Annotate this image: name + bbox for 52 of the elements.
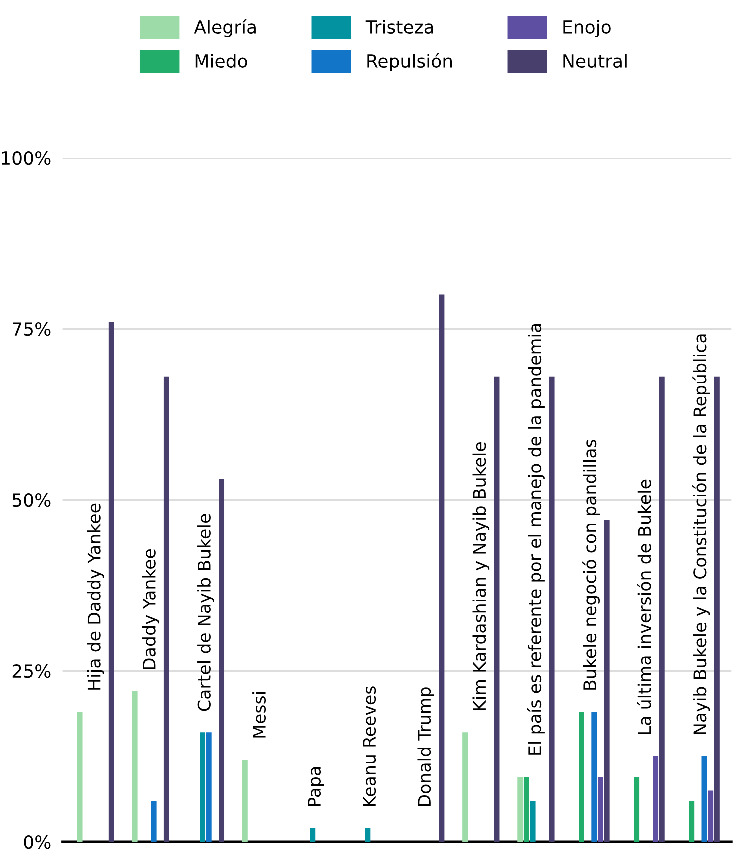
bar bbox=[518, 777, 524, 842]
bar bbox=[689, 801, 695, 842]
bar bbox=[242, 760, 248, 842]
x-tick-label: Bukele negoció con pandillas bbox=[582, 440, 600, 690]
x-tick-label: Keanu Reeves bbox=[363, 686, 376, 806]
bar bbox=[77, 712, 83, 842]
x-tick-label: Papa bbox=[308, 767, 324, 806]
bar bbox=[524, 777, 530, 842]
bar bbox=[494, 376, 500, 842]
bar bbox=[365, 828, 371, 842]
bar bbox=[659, 376, 665, 842]
bar bbox=[708, 790, 714, 842]
x-tick-label: La última inversión de Bukele bbox=[637, 480, 652, 734]
bar bbox=[530, 801, 536, 842]
bar bbox=[604, 520, 610, 842]
bar bbox=[200, 732, 206, 842]
legend-label: Miedo bbox=[196, 54, 248, 68]
x-tick-label: Cartel de Nayib Bukele bbox=[198, 514, 214, 712]
x-tick-label: Nayib Bukele y la Constitución de la República bbox=[692, 334, 710, 734]
bar bbox=[164, 376, 170, 842]
y-tick-label: 75% bbox=[13, 322, 51, 336]
bar bbox=[634, 777, 640, 842]
bar bbox=[108, 322, 114, 842]
legend-label: Neutral bbox=[564, 54, 627, 68]
bar bbox=[219, 479, 225, 842]
y-tick-label: 50% bbox=[12, 493, 51, 508]
bar bbox=[598, 777, 604, 842]
bar bbox=[310, 828, 316, 842]
bar bbox=[653, 756, 659, 842]
y-tick-label: 100% bbox=[2, 151, 51, 166]
bar bbox=[549, 376, 555, 842]
bar bbox=[462, 732, 468, 842]
bar bbox=[132, 692, 138, 842]
y-tick-label: 0% bbox=[24, 836, 51, 850]
bar bbox=[714, 376, 720, 842]
x-tick-label: Hija de Daddy Yankee bbox=[87, 504, 104, 690]
legend-label: Alegría bbox=[194, 19, 256, 38]
x-tick-label: El país es referente por el manejo de la pandemia bbox=[527, 324, 545, 755]
bar bbox=[206, 732, 212, 842]
x-tick-label: Kim Kardashian y Nayib Bukele bbox=[472, 442, 490, 710]
bar bbox=[439, 294, 445, 842]
x-tick-label: Daddy Yankee bbox=[142, 549, 160, 670]
y-tick-label: 25% bbox=[12, 664, 51, 678]
legend-label: Repulsión bbox=[368, 53, 452, 72]
legend-label: Enojo bbox=[564, 20, 611, 38]
bar bbox=[702, 756, 708, 842]
x-tick-label: Messi bbox=[252, 692, 266, 738]
bar bbox=[592, 712, 598, 842]
bar bbox=[579, 712, 585, 842]
legend-label: Tristeza bbox=[366, 20, 434, 34]
bar bbox=[151, 801, 157, 842]
x-tick-label: Donald Trump bbox=[418, 688, 435, 806]
